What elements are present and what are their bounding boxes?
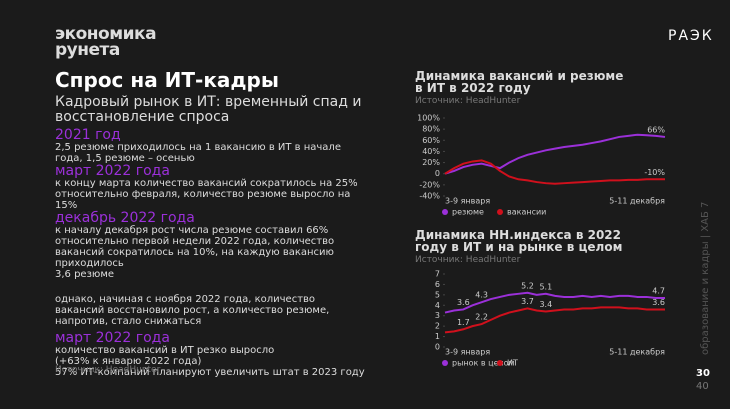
series-line [444, 133, 666, 175]
series-line [444, 291, 665, 314]
section-heading: март 2022 года [55, 163, 170, 179]
section-text: к концу марта количество вакансий сократ… [55, 178, 358, 211]
legend-label: рынок в целом [452, 359, 515, 368]
section: 2021 год 2,5 резюме приходилось на 1 вака… [55, 128, 365, 164]
brand: РАЭК [668, 28, 714, 44]
y-tick-label: -40% [419, 192, 440, 201]
section-text: однако, начиная с ноября 2022 года, коли… [55, 294, 330, 327]
series-line [444, 159, 665, 185]
legend-swatch [442, 360, 448, 366]
data-label: 4.7 [652, 286, 665, 295]
section: декабрь 2022 года к началу декабря рост ч… [55, 211, 365, 280]
slide-subtitle: Кадровый рынок в ИТ: временный спад и во… [55, 94, 362, 125]
y-tick-label: 1 [435, 332, 440, 341]
y-tick-label: 100% [417, 114, 440, 123]
chart-title: Динамика вакансий и резюме в ИТ в 2022 г… [415, 69, 624, 95]
section: однако, начиная с ноября 2022 года, коли… [55, 294, 365, 327]
section-heading: декабрь 2022 года [55, 210, 195, 226]
section-text: 2,5 резюме приходилось на 1 вакансию в И… [55, 142, 341, 164]
series-line [444, 306, 665, 334]
x-tick-label: 5-11 декабря [609, 348, 665, 357]
y-tick-label: 3 [435, 311, 440, 320]
y-tick-label: 7 [435, 270, 440, 279]
y-tick-label: 0 [435, 169, 440, 178]
data-label: 4.3 [475, 291, 488, 300]
section-heading: 2021 год [55, 127, 121, 143]
data-label: -10% [644, 168, 665, 177]
y-tick-label: 40% [422, 147, 440, 156]
legend-swatch [442, 209, 448, 215]
y-tick-label: 6 [435, 280, 440, 289]
section-text: (+63% к январю 2022 года) [55, 356, 202, 367]
source: Источник: HeadHunter [55, 365, 161, 375]
chart-title: Динамика HH.индекса в 2022 году в ИТ и н… [415, 228, 623, 254]
x-tick-label: 3-9 января [445, 348, 490, 357]
legend-label: резюме [452, 208, 484, 217]
section-heading: март 2022 года [55, 330, 170, 346]
data-label: 3.6 [457, 298, 470, 307]
y-tick-label: 2 [435, 322, 440, 331]
data-label: 3.6 [652, 298, 665, 307]
y-tick-label: 4 [435, 301, 440, 310]
chart-subtitle: Источник: HeadHunter [415, 96, 521, 106]
x-tick-label: 5-11 декабря [609, 197, 665, 206]
y-tick-label: 0 [435, 343, 440, 352]
legend-swatch [497, 209, 503, 215]
chart-subtitle: Источник: HeadHunter [415, 255, 521, 265]
slide-title: Спрос на ИТ-кадры [55, 68, 279, 92]
sections: 2021 год 2,5 резюме приходилось на 1 вака… [55, 128, 365, 378]
logo: экономика рунета [55, 24, 157, 60]
page-number: 30 [696, 368, 710, 379]
section: март 2022 года к концу марта количество в… [55, 164, 365, 211]
legend-swatch [497, 360, 503, 366]
section-text: 3,6 резюме [55, 269, 115, 280]
section-text: количество вакансий в ИТ резко выросло [55, 345, 275, 356]
section-text: 57% ИТ-компаний планируют увеличить штат… [55, 367, 365, 378]
legend-label: ИТ [507, 359, 518, 368]
y-tick-label: 60% [422, 136, 440, 145]
data-label: 66% [647, 125, 665, 134]
section-text: к началу декабря рост числа резюме соста… [55, 225, 335, 269]
x-tick-label: 3-9 января [445, 197, 490, 206]
section: март 2022 года количество вакансий в ИТ р… [55, 331, 365, 378]
data-label: 3.4 [539, 300, 552, 309]
data-label: 2.2 [475, 313, 488, 322]
page-total: 40 [696, 381, 709, 392]
data-label: 3.7 [521, 297, 534, 306]
y-tick-label: 80% [422, 125, 440, 134]
data-label: 5.1 [539, 282, 552, 291]
y-tick-label: -20% [419, 180, 440, 189]
y-tick-label: 5 [435, 290, 440, 299]
data-label: 1.7 [457, 318, 470, 327]
data-label: 5.2 [521, 281, 534, 290]
y-tick-label: 20% [422, 158, 440, 167]
legend-label: вакансии [507, 208, 546, 217]
